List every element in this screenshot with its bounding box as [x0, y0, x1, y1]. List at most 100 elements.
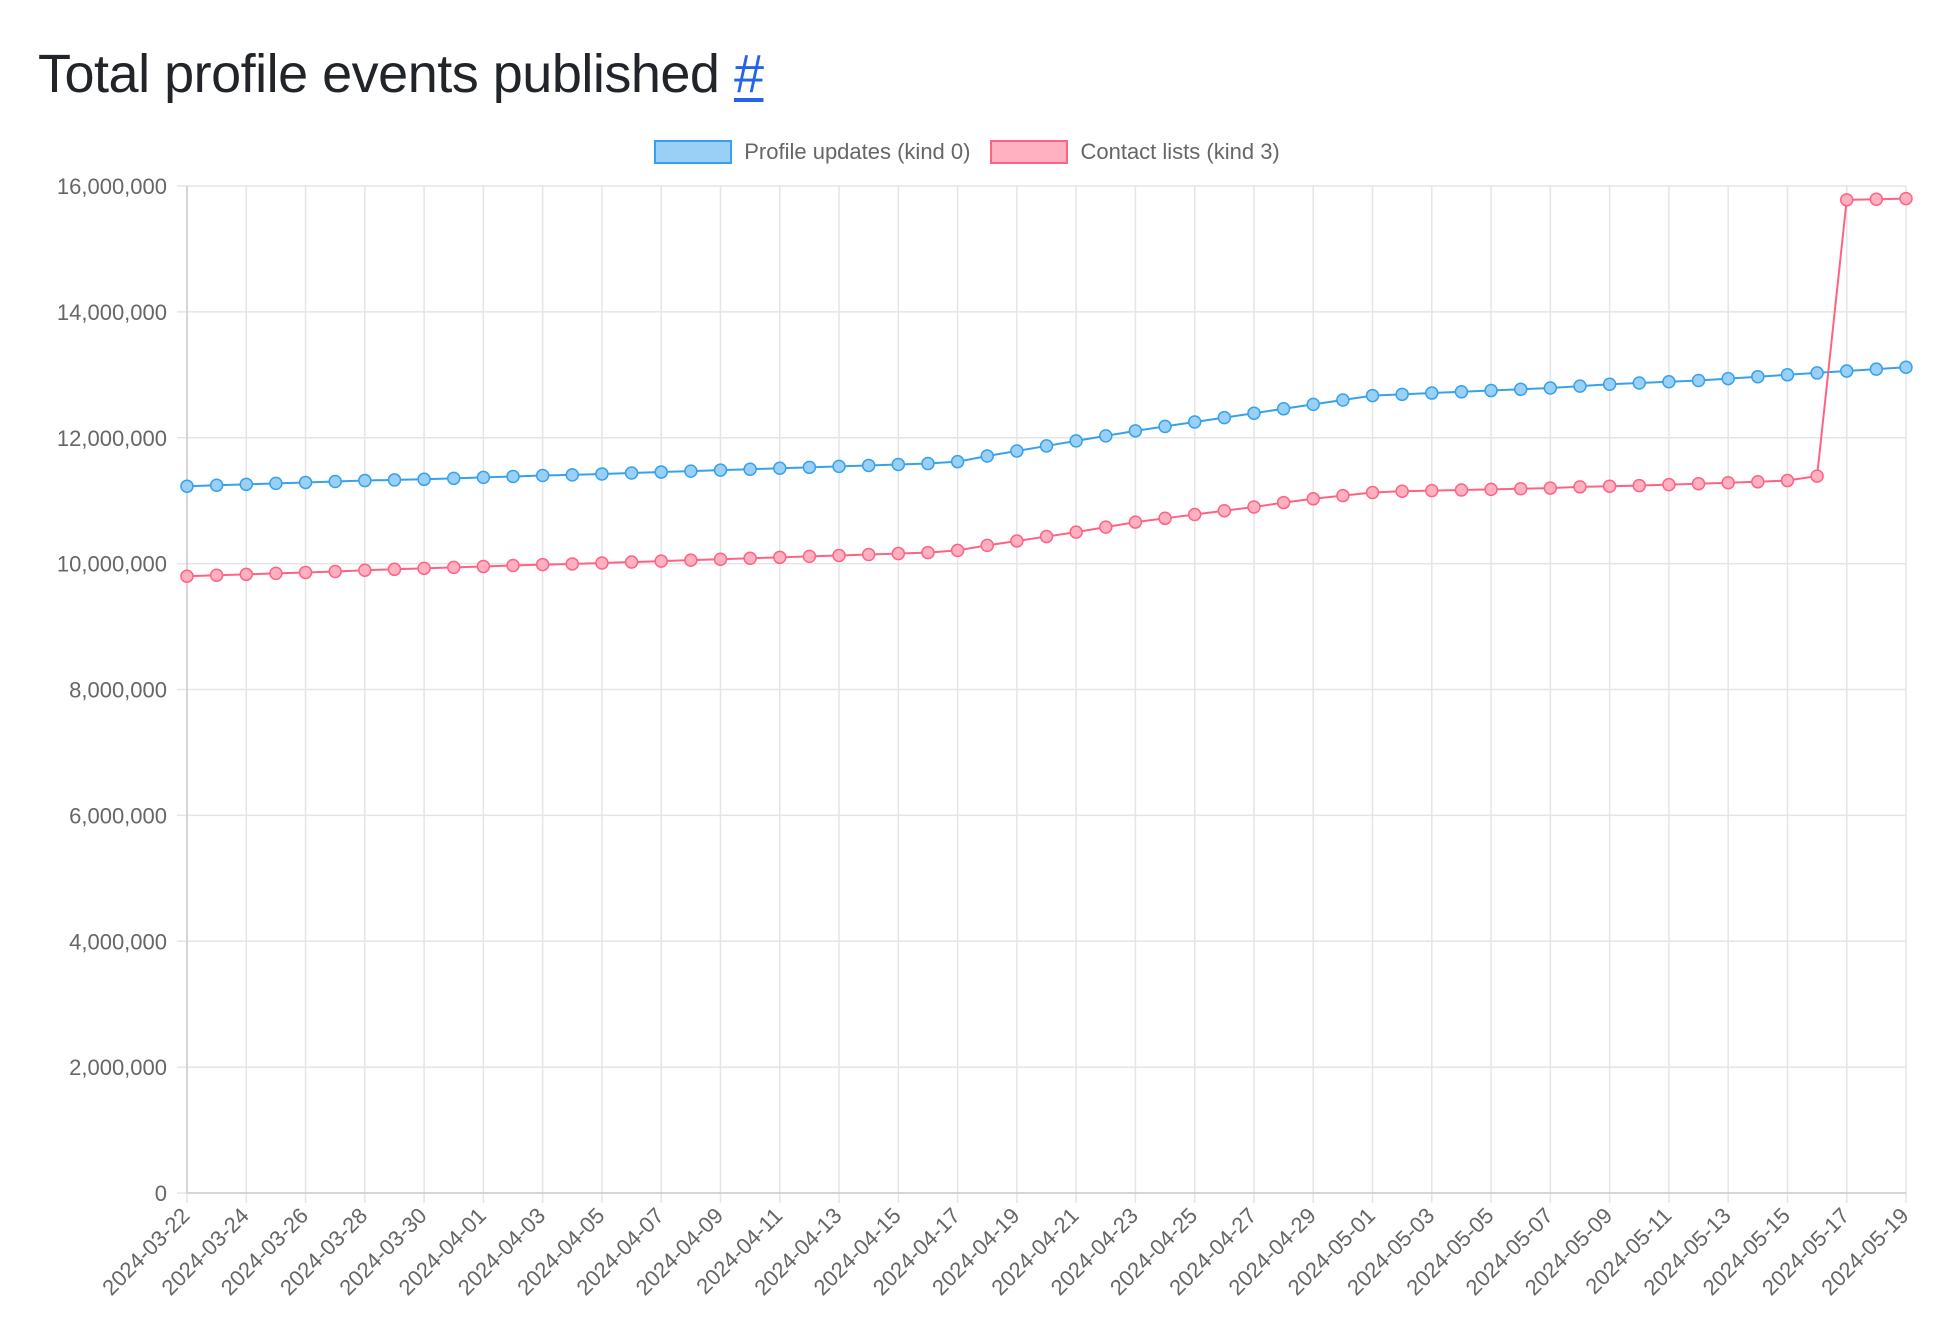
data-point-series-0[interactable] — [1543, 381, 1558, 395]
data-point-series-0[interactable] — [921, 456, 935, 471]
data-point-series-1[interactable] — [950, 543, 965, 558]
data-point-series-0[interactable] — [1187, 415, 1202, 429]
data-point-series-1[interactable] — [713, 552, 728, 566]
data-point-series-1[interactable] — [1632, 478, 1647, 493]
data-point-series-1[interactable] — [1721, 476, 1735, 490]
data-point-series-1[interactable] — [802, 549, 817, 564]
data-point-series-0[interactable] — [1810, 366, 1824, 380]
data-point-series-0[interactable] — [1128, 424, 1143, 438]
data-point-series-0[interactable] — [1099, 429, 1113, 443]
data-point-series-0[interactable] — [417, 472, 431, 487]
data-point-series-0[interactable] — [535, 468, 550, 483]
data-point-series-1[interactable] — [1276, 495, 1291, 510]
data-point-series-0[interactable] — [269, 476, 283, 491]
data-point-series-0[interactable] — [832, 459, 846, 474]
data-point-series-1[interactable] — [1484, 482, 1498, 497]
data-point-series-1[interactable] — [387, 562, 402, 577]
data-point-series-1[interactable] — [1454, 483, 1469, 497]
data-point-series-0[interactable] — [861, 458, 876, 473]
data-point-series-0[interactable] — [595, 467, 609, 481]
data-point-series-0[interactable] — [1484, 383, 1498, 398]
data-point-series-0[interactable] — [802, 460, 817, 475]
data-point-series-0[interactable] — [1632, 376, 1647, 390]
data-point-series-0[interactable] — [1247, 406, 1261, 420]
data-point-series-1[interactable] — [861, 547, 876, 562]
data-point-series-1[interactable] — [743, 551, 757, 566]
data-point-series-0[interactable] — [654, 465, 668, 479]
data-point-series-1[interactable] — [506, 558, 520, 573]
data-point-series-0[interactable] — [980, 449, 994, 463]
data-point-series-0[interactable] — [446, 471, 461, 486]
anchor-link[interactable]: # — [733, 44, 764, 104]
data-point-series-0[interactable] — [773, 461, 787, 476]
data-point-series-0[interactable] — [298, 475, 313, 490]
data-point-series-1[interactable] — [1751, 475, 1765, 489]
data-point-series-1[interactable] — [595, 556, 609, 570]
data-point-series-1[interactable] — [298, 565, 313, 580]
legend-item-contact-lists[interactable]: Contact lists (kind 3) — [990, 139, 1280, 165]
data-point-series-1[interactable] — [921, 545, 935, 560]
data-point-series-1[interactable] — [1899, 191, 1913, 206]
data-point-series-0[interactable] — [624, 466, 639, 480]
data-point-series-0[interactable] — [1276, 402, 1291, 416]
data-point-series-0[interactable] — [1869, 362, 1884, 376]
data-point-series-0[interactable] — [1158, 419, 1172, 434]
data-point-series-1[interactable] — [1869, 192, 1884, 206]
data-point-series-0[interactable] — [1069, 434, 1083, 448]
data-point-series-1[interactable] — [1780, 473, 1795, 488]
data-point-series-1[interactable] — [1602, 479, 1617, 493]
data-point-series-0[interactable] — [1751, 369, 1765, 384]
data-point-series-0[interactable] — [209, 478, 224, 493]
data-point-series-1[interactable] — [1336, 488, 1350, 503]
data-point-series-1[interactable] — [980, 538, 994, 553]
data-point-series-1[interactable] — [1217, 504, 1232, 518]
data-point-series-0[interactable] — [328, 474, 342, 489]
data-point-series-0[interactable] — [476, 470, 491, 485]
data-point-series-1[interactable] — [1069, 525, 1083, 539]
data-point-series-1[interactable] — [1662, 477, 1676, 492]
data-point-series-0[interactable] — [1513, 382, 1528, 397]
data-point-series-1[interactable] — [654, 554, 668, 568]
legend-item-profile-updates[interactable]: Profile updates (kind 0) — [654, 139, 970, 165]
data-point-series-1[interactable] — [239, 567, 254, 582]
data-point-series-0[interactable] — [1217, 410, 1232, 425]
data-point-series-1[interactable] — [328, 564, 342, 579]
data-point-series-1[interactable] — [1158, 511, 1172, 526]
data-point-series-1[interactable] — [180, 569, 194, 583]
data-point-series-1[interactable] — [1306, 492, 1320, 506]
data-point-series-1[interactable] — [1247, 500, 1261, 514]
data-point-series-1[interactable] — [358, 563, 372, 577]
data-point-series-0[interactable] — [387, 473, 402, 487]
data-point-series-0[interactable] — [1662, 374, 1676, 389]
data-point-series-1[interactable] — [446, 560, 461, 575]
data-point-series-0[interactable] — [1039, 439, 1054, 453]
data-point-series-1[interactable] — [535, 557, 550, 572]
data-point-series-0[interactable] — [1721, 371, 1735, 386]
data-point-series-1[interactable] — [269, 566, 283, 581]
data-point-series-0[interactable] — [1454, 385, 1469, 399]
data-point-series-0[interactable] — [1899, 360, 1913, 375]
data-point-series-0[interactable] — [743, 462, 757, 476]
data-point-series-1[interactable] — [1513, 481, 1528, 496]
data-point-series-0[interactable] — [1395, 387, 1409, 402]
data-point-series-1[interactable] — [476, 559, 491, 574]
data-point-series-1[interactable] — [209, 568, 224, 583]
data-point-series-0[interactable] — [950, 454, 965, 469]
data-point-series-0[interactable] — [1365, 388, 1380, 403]
data-point-series-0[interactable] — [1839, 364, 1854, 378]
data-point-series-1[interactable] — [1039, 529, 1054, 544]
data-point-series-0[interactable] — [1602, 377, 1617, 391]
data-point-series-1[interactable] — [1010, 534, 1024, 548]
data-point-series-0[interactable] — [713, 463, 728, 477]
data-point-series-1[interactable] — [1395, 484, 1409, 498]
data-point-series-1[interactable] — [1425, 483, 1439, 498]
data-point-series-0[interactable] — [506, 469, 520, 484]
data-point-series-0[interactable] — [239, 477, 254, 492]
data-point-series-1[interactable] — [1810, 469, 1824, 483]
data-point-series-1[interactable] — [417, 561, 431, 576]
data-point-series-1[interactable] — [565, 557, 580, 571]
data-point-series-0[interactable] — [358, 473, 372, 488]
data-point-series-1[interactable] — [1543, 481, 1558, 495]
data-point-series-1[interactable] — [1573, 480, 1587, 494]
data-point-series-1[interactable] — [684, 553, 698, 567]
